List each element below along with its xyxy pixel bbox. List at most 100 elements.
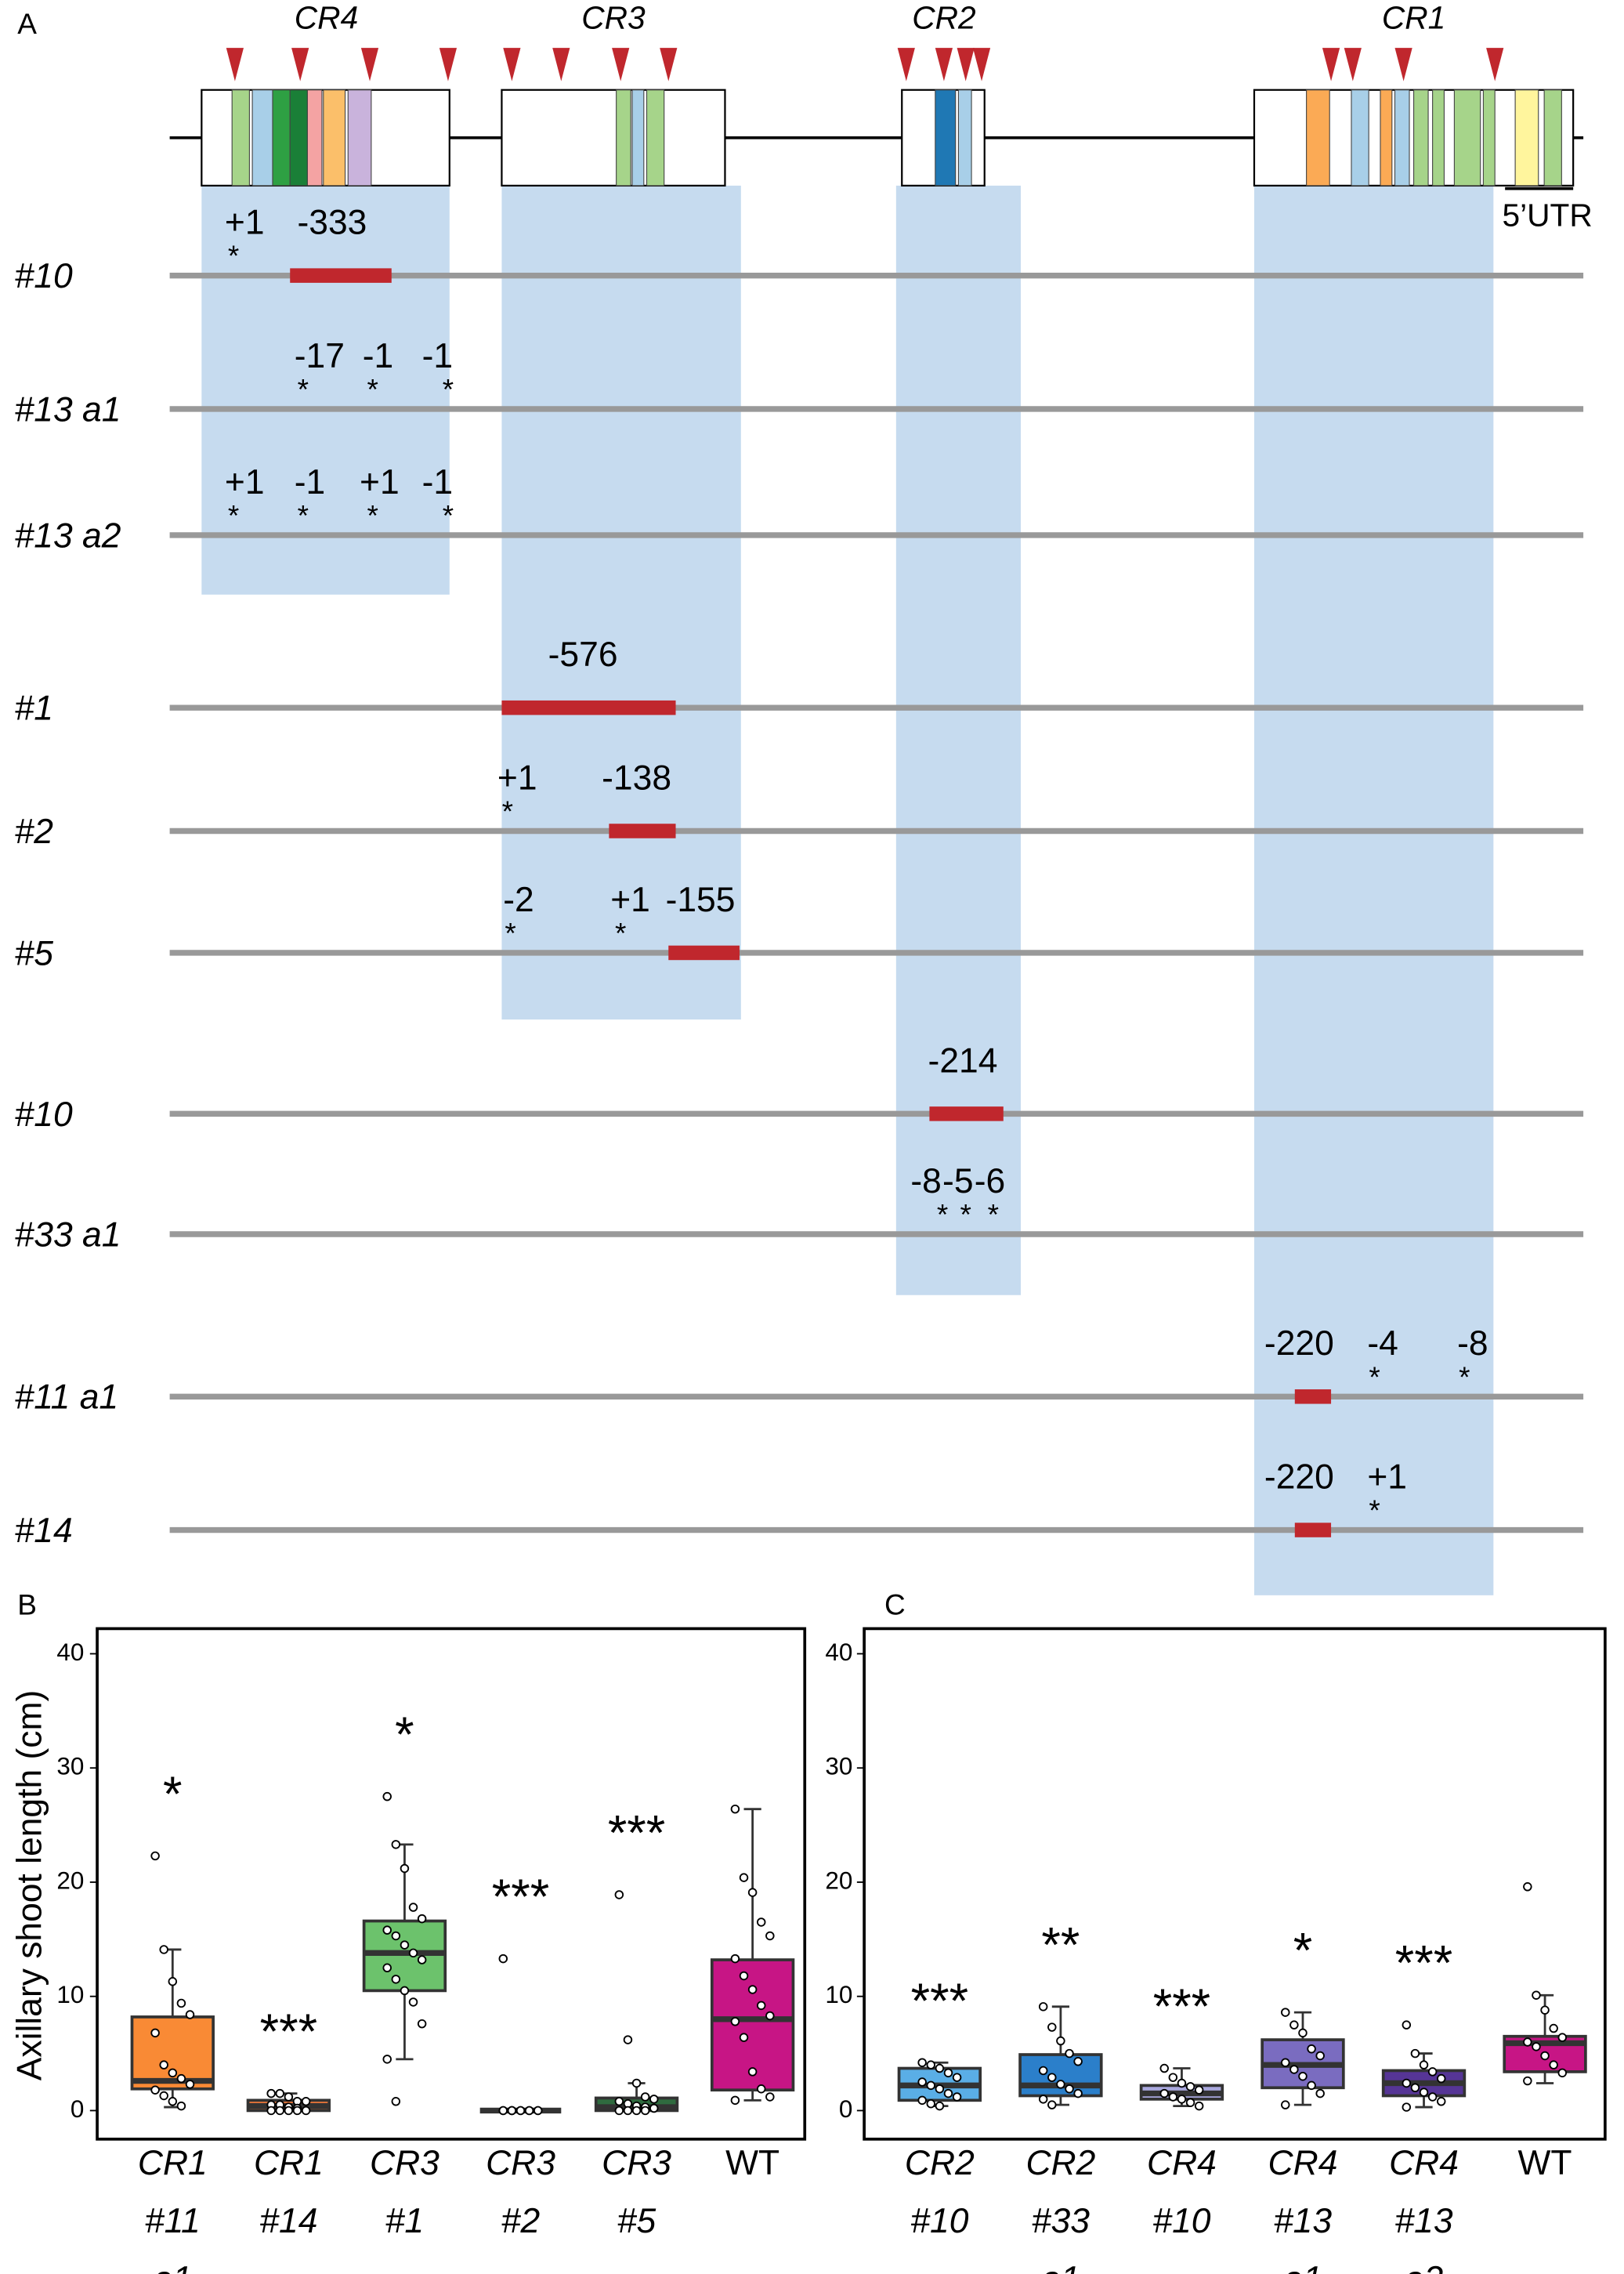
data-point [1159, 2063, 1169, 2073]
data-point [1419, 2088, 1429, 2097]
data-point [1540, 2051, 1550, 2061]
data-point [1307, 2080, 1316, 2091]
data-point [284, 2106, 294, 2116]
data-point [917, 2077, 927, 2087]
x-tick-label: a1 [1283, 2260, 1322, 2274]
region-label: CR4 [295, 0, 358, 36]
mutation-label: -138 [602, 759, 671, 797]
allele-label: #2 [15, 813, 54, 851]
data-point [943, 2068, 953, 2078]
data-point [1047, 2100, 1057, 2109]
x-tick-label: a1 [154, 2260, 192, 2274]
x-tick-label: #1 [385, 2202, 424, 2240]
grna-site [1394, 48, 1412, 81]
exon-stripe [616, 89, 631, 186]
data-point [935, 2101, 945, 2111]
grna-site [1486, 48, 1504, 81]
exon-stripe [289, 89, 308, 186]
data-point [926, 2080, 936, 2091]
data-point [515, 2106, 526, 2116]
data-point [730, 1954, 740, 1964]
grna-site [660, 48, 678, 81]
mutation-star: * [1459, 1360, 1470, 1393]
mutation-label: +1 [225, 463, 265, 502]
data-point [1436, 2073, 1446, 2084]
data-point [507, 2106, 517, 2116]
target-region [201, 185, 450, 595]
grna-site [1344, 48, 1362, 81]
grna-site [1322, 48, 1340, 81]
gene-region [501, 89, 726, 187]
exon-stripe [646, 89, 665, 186]
x-tick-label: a1 [1041, 2260, 1080, 2274]
data-point [1281, 2008, 1290, 2017]
significance: ** [1041, 1917, 1080, 1972]
data-point [1038, 2095, 1048, 2104]
data-point [1402, 2020, 1412, 2030]
data-point [1315, 2051, 1325, 2061]
deletion-bar [929, 1106, 1004, 1121]
data-point [168, 2097, 178, 2106]
exon-stripe [935, 89, 957, 186]
mutation-star: * [988, 1198, 999, 1231]
grna-site [935, 48, 953, 81]
x-tick-label: #14 [259, 2202, 317, 2240]
mutation-label: -220 [1264, 1324, 1334, 1363]
data-point [739, 1971, 749, 1981]
data-point [1549, 2060, 1558, 2069]
data-point [640, 2092, 650, 2102]
y-axis-label: Axillary shoot length (cm) [11, 1690, 49, 2081]
x-tick-label: CR2 [905, 2144, 975, 2182]
data-point [756, 1917, 766, 1927]
data-point [614, 2097, 624, 2106]
y-tick-label: 40 [825, 1639, 852, 1666]
x-tick-label: a2 [1405, 2260, 1444, 2274]
data-point [1185, 2098, 1195, 2107]
y-tick-label: 20 [56, 1867, 84, 1894]
data-point [1523, 1882, 1532, 1892]
data-point [1410, 2083, 1420, 2093]
data-point [926, 2060, 936, 2069]
significance: * [163, 1767, 182, 1822]
data-point [1047, 2022, 1057, 2032]
data-point [185, 2080, 195, 2089]
mutation-star: * [960, 1198, 971, 1231]
data-point [391, 1931, 401, 1941]
data-point [1298, 2071, 1308, 2081]
data-point [168, 2068, 178, 2078]
data-point [168, 1977, 178, 1986]
mutation-star: * [1369, 1494, 1380, 1526]
data-point [1194, 2085, 1204, 2095]
data-point [1073, 2057, 1083, 2066]
region-label: CR3 [581, 0, 646, 36]
mutation-star: * [1369, 1360, 1380, 1393]
data-point [1549, 2023, 1558, 2033]
mutation-star: * [228, 239, 239, 272]
mutation-label: -6 [975, 1162, 1005, 1200]
data-point [1315, 2088, 1325, 2098]
data-point [533, 2106, 543, 2116]
x-tick-label: #2 [501, 2202, 541, 2240]
exon-stripe [1543, 89, 1562, 186]
mutation-label: -8 [1457, 1324, 1488, 1363]
data-point [391, 1975, 401, 1984]
allele-label: #13 a1 [15, 390, 121, 429]
mutation-label: -214 [928, 1041, 998, 1080]
data-point [952, 2092, 962, 2102]
deletion-bar [1294, 1389, 1332, 1404]
significance: * [395, 1707, 414, 1762]
data-point [1540, 2005, 1550, 2015]
deletion-bar [668, 945, 740, 961]
x-tick-label: CR4 [1389, 2144, 1459, 2182]
mutation-star: * [615, 917, 626, 950]
data-point [284, 2092, 294, 2102]
exon-stripe [323, 89, 346, 186]
allele-label: #5 [15, 934, 54, 972]
data-point [1073, 2088, 1083, 2098]
mutation-label: +1 [610, 881, 650, 919]
significance: * [1293, 1924, 1312, 1979]
mutation-label: +1 [360, 463, 400, 502]
data-point [266, 2106, 276, 2116]
data-point [1289, 2065, 1299, 2074]
mutation-star: * [228, 499, 239, 532]
